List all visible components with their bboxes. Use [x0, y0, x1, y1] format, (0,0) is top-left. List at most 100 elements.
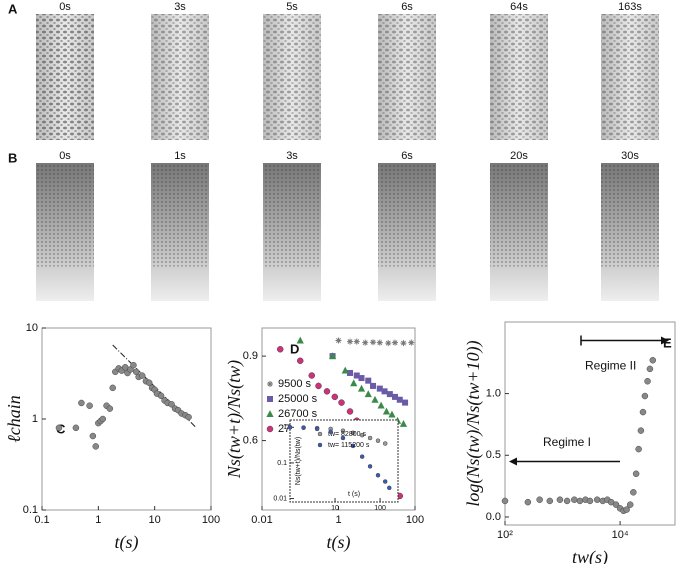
- point: [396, 396, 403, 403]
- point: [328, 352, 337, 360]
- point: [89, 432, 97, 440]
- point: [639, 408, 647, 416]
- point: [72, 424, 80, 432]
- frame-time: 20s: [510, 150, 528, 162]
- x-tick-label: 10: [331, 505, 339, 512]
- frame-texture: [263, 163, 321, 267]
- legend-label: 26700 s: [278, 408, 318, 420]
- point: [386, 391, 393, 398]
- legend-marker: [267, 396, 273, 402]
- legend-marker: [267, 381, 273, 387]
- point: [646, 365, 654, 373]
- point: [546, 497, 554, 505]
- point: [323, 388, 331, 395]
- y-tick-label: 0.1: [277, 460, 287, 467]
- frame-time: 5s: [286, 1, 298, 13]
- y-tick-label: 0.5: [486, 449, 501, 461]
- point: [408, 339, 415, 346]
- point: [346, 408, 354, 415]
- point: [287, 425, 293, 430]
- point: [382, 479, 388, 484]
- arrow-head: [661, 336, 669, 345]
- point: [297, 357, 304, 365]
- point: [157, 392, 165, 400]
- point: [367, 464, 373, 469]
- point: [501, 497, 509, 505]
- frame-time: 64s: [510, 1, 528, 13]
- y-tick-label: 0.9: [243, 350, 258, 362]
- point: [623, 506, 630, 513]
- annotation: Regime II: [585, 359, 636, 373]
- point: [391, 393, 398, 400]
- point: [106, 405, 114, 412]
- frame-texture: [601, 14, 659, 140]
- x-tick-label: 100: [374, 505, 386, 512]
- point: [296, 336, 304, 344]
- y-tick-label: 1: [283, 424, 287, 431]
- y-tick-label: 0.01: [273, 495, 287, 502]
- frame-time: 0s: [59, 150, 71, 162]
- x-tick-label: 0.01: [251, 514, 272, 526]
- frame-time: 0s: [59, 1, 71, 13]
- point: [370, 382, 377, 389]
- frame-texture: [36, 14, 94, 140]
- point: [340, 428, 346, 433]
- point: [376, 385, 383, 392]
- point: [347, 338, 354, 345]
- point: [593, 496, 601, 503]
- x-tick-label: 10²: [497, 529, 513, 541]
- point: [145, 379, 153, 387]
- legend-label: 9500 s: [278, 378, 312, 390]
- point: [367, 435, 373, 441]
- legend-label: tw= 82800 s: [328, 431, 366, 438]
- frame-texture: [378, 14, 436, 140]
- frame-texture: [36, 163, 94, 267]
- point: [130, 361, 137, 369]
- point: [331, 393, 339, 401]
- point: [563, 497, 571, 505]
- frame-texture: [490, 14, 548, 140]
- point: [92, 443, 100, 450]
- point: [315, 382, 322, 390]
- point: [576, 497, 584, 505]
- point: [314, 426, 320, 432]
- point: [375, 438, 381, 443]
- x-tick-label: 100: [406, 514, 424, 526]
- legend-label: 25000 s: [278, 393, 318, 405]
- point: [78, 399, 85, 407]
- legend-marker: [266, 425, 274, 433]
- y-tick-label: 0.0: [486, 511, 501, 523]
- x-tick-label: 0.1: [34, 514, 49, 526]
- x-axis-label: tw(s): [572, 547, 608, 564]
- point: [359, 432, 365, 438]
- point: [362, 339, 369, 346]
- point: [335, 337, 342, 344]
- point: [353, 372, 360, 379]
- frame-texture: [151, 14, 209, 140]
- point: [377, 401, 385, 409]
- x-tick-label: 10: [149, 514, 161, 526]
- point: [556, 496, 564, 503]
- frame-texture: [378, 163, 436, 267]
- y-axis-label: Ns(tw+t)/Ns(tw): [224, 360, 245, 479]
- y-tick-label: 1: [32, 413, 38, 425]
- y-tick-label: 1.0: [486, 387, 501, 399]
- point: [86, 402, 93, 409]
- point: [365, 377, 372, 384]
- point: [399, 420, 408, 427]
- x-axis-label: t (s): [348, 491, 360, 498]
- frame-texture: [490, 163, 548, 267]
- point: [381, 388, 388, 395]
- plot-frame: [289, 419, 399, 503]
- legend-label: tw= 115200 s: [328, 442, 370, 449]
- point: [637, 427, 645, 434]
- frame-texture: [263, 14, 321, 140]
- point: [385, 340, 392, 347]
- point: [350, 430, 356, 436]
- point: [358, 375, 365, 382]
- point: [635, 445, 642, 453]
- point: [632, 470, 640, 478]
- x-axis-label: t(s): [327, 532, 351, 553]
- point: [612, 501, 620, 508]
